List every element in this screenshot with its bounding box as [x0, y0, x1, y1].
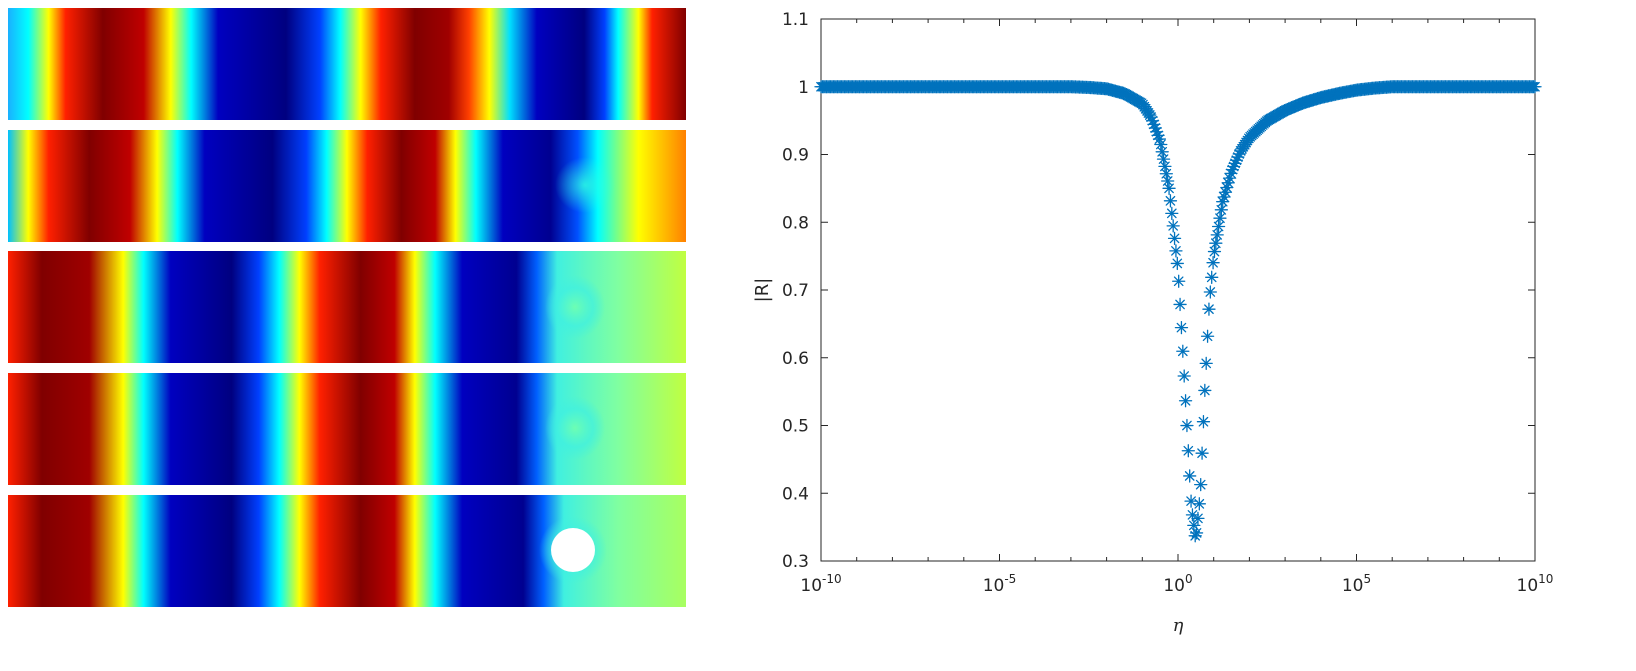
obstacle-soft-3: [545, 275, 605, 339]
data-point-marker: [1210, 228, 1224, 242]
x-tick-exponent: 5: [1364, 572, 1372, 586]
y-tick-label: 0.5: [782, 417, 809, 437]
data-point-marker: [1159, 167, 1173, 181]
data-point-marker: [1183, 469, 1197, 483]
data-point-marker: [1163, 194, 1178, 208]
y-tick-label: 0.8: [782, 213, 809, 233]
plot-area: [820, 18, 1536, 562]
field-panels-svg: [8, 8, 686, 607]
data-point-marker: [1206, 256, 1220, 270]
x-tick-exponent: -5: [1004, 572, 1016, 586]
x-tick-label: 100: [1163, 572, 1192, 596]
obstacle-solid: [551, 528, 595, 572]
data-point-marker: [1194, 478, 1208, 492]
data-point-marker: [1195, 446, 1209, 460]
field-panel-1: [8, 8, 686, 120]
data-point-marker: [1214, 203, 1228, 217]
data-point-marker: [1181, 444, 1195, 458]
x-tick-label: 1010: [1517, 572, 1554, 596]
data-point-marker: [1191, 511, 1205, 526]
data-point-marker: [1172, 274, 1186, 288]
data-point-marker: [1203, 285, 1217, 299]
data-point-marker: [1213, 211, 1227, 225]
y-tick-label: 0.7: [782, 281, 809, 301]
x-tick-label: 10-5: [983, 572, 1017, 596]
x-tick-base: 10: [983, 576, 1005, 596]
x-tick-label: 105: [1342, 572, 1371, 596]
data-point-marker: [1176, 344, 1190, 358]
data-point-marker: [1162, 181, 1176, 195]
data-point-marker: [1209, 236, 1223, 250]
data-point-marker: [1187, 518, 1201, 532]
x-axis: 10-10 10-5 100 105 1010: [800, 19, 1553, 596]
x-tick-label: 10-10: [800, 572, 841, 596]
x-tick-exponent: -10: [822, 572, 842, 586]
x-tick-base: 10: [1163, 576, 1185, 596]
data-point-marker: [1196, 415, 1211, 429]
data-point-marker: [1189, 526, 1204, 540]
data-point-marker: [1207, 244, 1222, 259]
axes-frame: [820, 18, 1536, 562]
y-tick-label: 1.1: [782, 10, 809, 30]
data-point-marker: [1528, 80, 1542, 94]
data-point-marker: [1170, 256, 1184, 271]
data-point-marker: [1177, 369, 1191, 383]
data-point-marker: [1211, 219, 1226, 234]
data-point-marker: [1198, 383, 1212, 398]
data-point-marker: [1205, 270, 1219, 284]
data-point-marker: [1174, 320, 1189, 335]
y-tick-label: 0.4: [782, 484, 809, 504]
x-tick-base: 10: [1517, 576, 1539, 596]
data-point-marker: [1173, 297, 1187, 312]
data-point-marker: [1192, 497, 1206, 511]
data-point-marker: [1180, 418, 1194, 433]
y-tick-label: 1: [798, 78, 809, 98]
data-point-marker: [1156, 152, 1171, 166]
y-axis-label: |R|: [752, 278, 773, 303]
x-tick-exponent: 0: [1185, 572, 1193, 586]
data-point-marker: [1184, 494, 1198, 508]
data-point-marker: [1200, 329, 1215, 343]
data-point-marker: [1178, 394, 1193, 408]
data-point-marker: [1167, 231, 1182, 246]
obstacle-soft-4: [545, 396, 605, 460]
y-tick-label: 0.3: [782, 552, 809, 572]
y-axis: 0.3 0.4 0.5 0.6 0.7 0.8 0.9 1 1.1: [782, 10, 1535, 572]
y-tick-label: 0.9: [782, 146, 809, 166]
x-tick-base: 10: [800, 576, 822, 596]
x-tick-exponent: 10: [1538, 572, 1553, 586]
data-point-marker: [1199, 356, 1213, 370]
data-point-marker: [1169, 244, 1183, 258]
series-markers: [814, 80, 1542, 543]
obstacle-faint: [555, 157, 615, 213]
data-point-marker: [1166, 219, 1180, 233]
data-point-marker: [1202, 302, 1216, 316]
x-tick-base: 10: [1342, 576, 1364, 596]
data-point-marker: [1165, 206, 1179, 220]
data-point-marker: [1185, 508, 1200, 522]
x-axis-label: η: [1173, 615, 1184, 636]
field-panels: [0, 0, 730, 667]
y-tick-label: 0.6: [782, 349, 809, 369]
